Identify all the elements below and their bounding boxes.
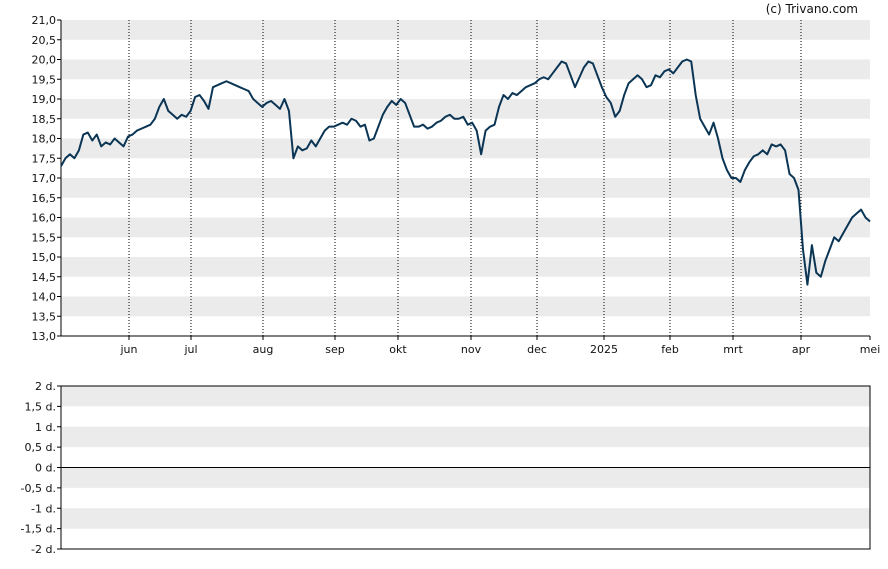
- price-x-tick-label: jul: [183, 343, 197, 356]
- price-x-tick-label: nov: [461, 343, 482, 356]
- lower-y-tick-label: 0,5 d.: [25, 441, 56, 454]
- lower-y-tick-label: 1 d.: [35, 421, 56, 434]
- price-band: [61, 59, 870, 80]
- price-y-tick-label: 18,5: [32, 113, 57, 126]
- price-y-tick-label: 13,0: [32, 330, 57, 343]
- price-x-tick-label: dec: [527, 343, 547, 356]
- price-x-tick-label: mei: [860, 343, 881, 356]
- lower-y-tick-label: -2 d.: [31, 543, 56, 556]
- credit-text: (c) Trivano.com: [765, 2, 858, 16]
- price-y-tick-label: 21,0: [32, 14, 57, 27]
- lower-band: [61, 426, 870, 448]
- lower-y-tick-label: 2 d.: [35, 380, 56, 393]
- price-x-tick-label: apr: [792, 343, 811, 356]
- price-y-tick-label: 17,0: [32, 172, 57, 185]
- price-band: [61, 20, 870, 40]
- lower-y-tick-label: 1,5 d.: [25, 400, 56, 413]
- price-y-tick-label: 16,5: [32, 192, 57, 205]
- price-band: [61, 138, 870, 159]
- price-y-tick-label: 14,0: [32, 291, 57, 304]
- price-line: [60, 58, 871, 286]
- lower-band: [61, 467, 870, 488]
- price-y-tick-label: 15,5: [32, 231, 57, 244]
- price-y-tick-label: 17,5: [32, 152, 57, 165]
- price-y-tick-label: 16,0: [32, 212, 57, 225]
- price-band: [61, 178, 870, 198]
- price-y-tick-label: 13,5: [32, 310, 57, 323]
- price-y-tick-label: 19,5: [32, 73, 57, 86]
- lower-y-tick-label: -1,5 d.: [21, 523, 56, 536]
- lower-y-tick-label: -0,5 d.: [21, 482, 56, 495]
- price-y-tick-label: 19,0: [32, 93, 57, 106]
- price-y-tick-label: 14,5: [32, 271, 57, 284]
- price-band: [61, 257, 870, 277]
- lower-y-tick-label: 0 d.: [35, 462, 56, 475]
- price-x-tick-label: jun: [120, 343, 138, 356]
- price-band: [61, 217, 870, 238]
- price-x-tick-label: okt: [389, 343, 407, 356]
- lower-y-tick-label: -1 d.: [31, 502, 56, 515]
- price-x-tick-label: 2025: [590, 343, 618, 356]
- price-x-tick-label: mrt: [723, 343, 743, 356]
- price-y-tick-label: 18,0: [32, 133, 57, 146]
- lower-band: [61, 386, 870, 407]
- price-x-tick-label: feb: [661, 343, 679, 356]
- price-x-tick-label: aug: [253, 343, 274, 356]
- price-band: [61, 296, 870, 317]
- lower-band: [61, 508, 870, 529]
- price-y-tick-label: 15,0: [32, 251, 57, 264]
- price-y-tick-label: 20,5: [32, 34, 57, 47]
- price-x-tick-label: sep: [325, 343, 344, 356]
- price-y-tick-label: 20,0: [32, 54, 57, 67]
